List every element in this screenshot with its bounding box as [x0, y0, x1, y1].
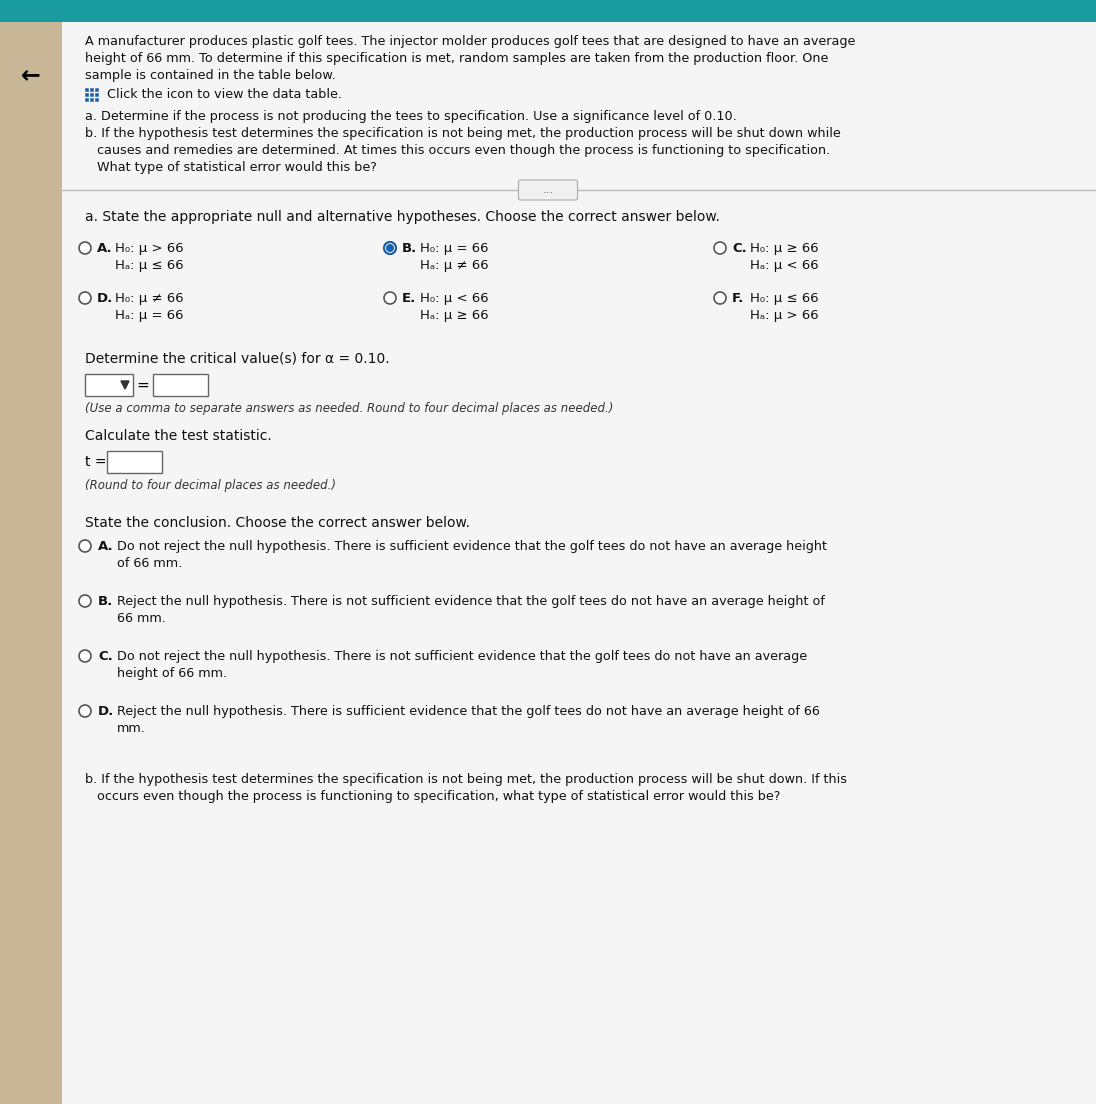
FancyBboxPatch shape — [85, 98, 89, 102]
FancyBboxPatch shape — [85, 374, 133, 396]
Text: H₀: μ ≤ 66: H₀: μ ≤ 66 — [750, 291, 819, 305]
FancyBboxPatch shape — [95, 88, 99, 92]
FancyBboxPatch shape — [90, 98, 94, 102]
Text: A.: A. — [98, 540, 114, 553]
Text: C.: C. — [98, 650, 113, 664]
Text: Reject the null hypothesis. There is sufficient evidence that the golf tees do n: Reject the null hypothesis. There is suf… — [117, 705, 820, 718]
Text: B.: B. — [98, 595, 113, 608]
Text: mm.: mm. — [117, 722, 146, 735]
FancyBboxPatch shape — [0, 0, 1096, 22]
FancyBboxPatch shape — [518, 180, 578, 200]
Text: C.: C. — [732, 242, 746, 255]
FancyBboxPatch shape — [90, 93, 94, 97]
Circle shape — [79, 650, 91, 662]
FancyBboxPatch shape — [90, 88, 94, 92]
Text: Do not reject the null hypothesis. There is sufficient evidence that the golf te: Do not reject the null hypothesis. There… — [117, 540, 827, 553]
Circle shape — [79, 540, 91, 552]
Text: b. If the hypothesis test determines the specification is not being met, the pro: b. If the hypothesis test determines the… — [85, 127, 841, 140]
Circle shape — [79, 242, 91, 254]
Text: H₀: μ = 66: H₀: μ = 66 — [420, 242, 489, 255]
FancyBboxPatch shape — [0, 0, 62, 1104]
Text: Do not reject the null hypothesis. There is not sufficient evidence that the gol: Do not reject the null hypothesis. There… — [117, 650, 807, 664]
FancyBboxPatch shape — [107, 452, 162, 473]
FancyBboxPatch shape — [85, 93, 89, 97]
Text: height of 66 mm.: height of 66 mm. — [117, 667, 227, 680]
Text: H₀: μ ≥ 66: H₀: μ ≥ 66 — [750, 242, 819, 255]
Circle shape — [713, 242, 726, 254]
Text: A manufacturer produces plastic golf tees. The injector molder produces golf tee: A manufacturer produces plastic golf tee… — [85, 35, 855, 47]
Text: Click the icon to view the data table.: Click the icon to view the data table. — [103, 88, 342, 102]
Text: Hₐ: μ = 66: Hₐ: μ = 66 — [115, 309, 183, 322]
Text: 66 mm.: 66 mm. — [117, 612, 165, 625]
Text: F.: F. — [732, 291, 744, 305]
Text: ←: ← — [21, 63, 41, 87]
Text: Hₐ: μ ≠ 66: Hₐ: μ ≠ 66 — [420, 259, 489, 272]
Polygon shape — [121, 381, 129, 389]
Circle shape — [79, 291, 91, 304]
Circle shape — [386, 244, 393, 252]
Circle shape — [713, 291, 726, 304]
Text: (Use a comma to separate answers as needed. Round to four decimal places as need: (Use a comma to separate answers as need… — [85, 402, 614, 415]
Text: a. State the appropriate null and alternative hypotheses. Choose the correct ans: a. State the appropriate null and altern… — [85, 210, 720, 224]
Text: b. If the hypothesis test determines the specification is not being met, the pro: b. If the hypothesis test determines the… — [85, 773, 847, 786]
Text: Determine the critical value(s) for α = 0.10.: Determine the critical value(s) for α = … — [85, 352, 389, 367]
Text: B.: B. — [402, 242, 418, 255]
Circle shape — [384, 242, 396, 254]
Text: ...: ... — [543, 185, 553, 195]
FancyBboxPatch shape — [153, 374, 208, 396]
Text: Hₐ: μ > 66: Hₐ: μ > 66 — [750, 309, 819, 322]
Text: Hₐ: μ < 66: Hₐ: μ < 66 — [750, 259, 819, 272]
Text: t =: t = — [85, 455, 106, 469]
FancyBboxPatch shape — [85, 88, 89, 92]
Text: State the conclusion. Choose the correct answer below.: State the conclusion. Choose the correct… — [85, 516, 470, 530]
Circle shape — [79, 595, 91, 607]
Text: occurs even though the process is functioning to specification, what type of sta: occurs even though the process is functi… — [85, 790, 780, 803]
Text: causes and remedies are determined. At times this occurs even though the process: causes and remedies are determined. At t… — [85, 144, 831, 157]
FancyBboxPatch shape — [95, 98, 99, 102]
Text: Hₐ: μ ≤ 66: Hₐ: μ ≤ 66 — [115, 259, 184, 272]
Text: Calculate the test statistic.: Calculate the test statistic. — [85, 429, 272, 443]
FancyBboxPatch shape — [62, 22, 1096, 1104]
Text: Reject the null hypothesis. There is not sufficient evidence that the golf tees : Reject the null hypothesis. There is not… — [117, 595, 825, 608]
Text: Hₐ: μ ≥ 66: Hₐ: μ ≥ 66 — [420, 309, 489, 322]
FancyBboxPatch shape — [95, 93, 99, 97]
Text: H₀: μ < 66: H₀: μ < 66 — [420, 291, 489, 305]
Text: a. Determine if the process is not producing the tees to specification. Use a si: a. Determine if the process is not produ… — [85, 110, 737, 123]
Text: sample is contained in the table below.: sample is contained in the table below. — [85, 68, 335, 82]
Text: E.: E. — [402, 291, 416, 305]
Text: D.: D. — [98, 291, 113, 305]
Text: H₀: μ ≠ 66: H₀: μ ≠ 66 — [115, 291, 184, 305]
Circle shape — [384, 291, 396, 304]
Text: =: = — [137, 378, 149, 393]
Text: of 66 mm.: of 66 mm. — [117, 558, 182, 570]
Text: height of 66 mm. To determine if this specification is met, random samples are t: height of 66 mm. To determine if this sp… — [85, 52, 829, 65]
Text: H₀: μ > 66: H₀: μ > 66 — [115, 242, 184, 255]
Circle shape — [79, 705, 91, 716]
Text: (Round to four decimal places as needed.): (Round to four decimal places as needed.… — [85, 479, 336, 492]
Text: D.: D. — [98, 705, 114, 718]
Text: What type of statistical error would this be?: What type of statistical error would thi… — [85, 161, 377, 174]
Text: A.: A. — [98, 242, 113, 255]
